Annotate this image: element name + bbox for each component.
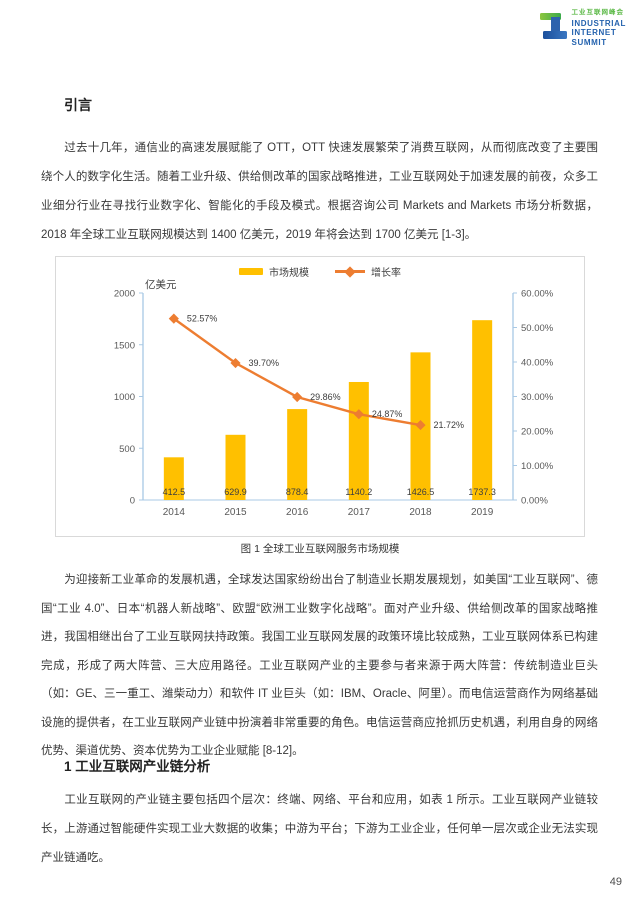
paragraph-policy-text: 为迎接新工业革命的发展机遇，全球发达国家纷纷出台了制造业长期发展规划，如美国“工… [41, 574, 598, 757]
line-series-swatch-icon [335, 265, 365, 278]
right-axis-tick-label: 0.00% [521, 496, 548, 507]
growth-rate-data-label: 21.72% [434, 420, 465, 430]
x-axis-category-label: 2014 [163, 507, 186, 518]
bar-2017 [348, 381, 369, 500]
right-axis-tick-label: 20.00% [521, 427, 554, 438]
x-axis-category-label: 2015 [224, 507, 247, 518]
logo-chinese-name: 工业互联网峰会 [571, 9, 625, 16]
growth-rate-data-label: 39.70% [249, 358, 280, 368]
market-chart-svg: 0 500 1000 1500 2000 0.00% 10.00% 20.00% 30.00% 4… [114, 278, 554, 518]
right-axis-tick-label: 10.00% [521, 461, 554, 472]
legend-label-market-size: 市场规模 [269, 268, 309, 279]
market-size-chart: 市场规模 增长率 0 500 1000 1500 2000 0.00% 10.00% 20.0… [55, 256, 585, 537]
bar-value-label: 1426.5 [407, 487, 435, 497]
left-axis-tick-label: 1500 [114, 340, 135, 351]
growth-rate-data-label: 29.86% [310, 392, 341, 402]
x-axis-category-label: 2017 [348, 507, 371, 518]
line-marker-diamond-icon [168, 313, 179, 324]
right-axis-tick-label: 50.00% [521, 323, 554, 334]
x-axis-category-label: 2018 [409, 507, 432, 518]
bar-value-label: 878.4 [286, 487, 309, 497]
logo-en-line1: INDUSTRIAL [571, 18, 626, 28]
section-1-heading: 1 工业互联网产业链分析 [64, 759, 211, 774]
bar-value-label: 1737.3 [468, 487, 496, 497]
right-axis-tick-label: 30.00% [521, 392, 554, 403]
bar-value-label: 1140.2 [345, 487, 372, 497]
bar-value-label: 412.5 [163, 487, 186, 497]
growth-rate-data-label: 24.87% [372, 409, 403, 419]
x-axis-category-label: 2019 [471, 507, 494, 518]
left-axis-tick-label: 0 [130, 496, 135, 507]
bar-series-swatch-icon [239, 268, 263, 275]
growth-rate-data-label: 52.57% [187, 314, 218, 324]
right-axis-tick-label: 40.00% [521, 358, 554, 369]
x-axis-category-label: 2016 [286, 507, 309, 518]
right-axis-tick-label: 60.00% [521, 289, 554, 300]
chart-legend: 市场规模 增长率 [56, 264, 584, 279]
left-axis-tick-label: 1000 [114, 392, 135, 403]
logo-en-line2: INTERNET [571, 28, 617, 37]
bar-2016 [287, 409, 308, 500]
line-marker-diamond-icon [292, 391, 303, 403]
summit-logo-icon [539, 13, 567, 39]
figure-caption: 图 1 全球工业互联网服务市场规模 [240, 543, 400, 555]
paragraph-policy: 为迎接新工业革命的发展机遇，全球发达国家纷纷出台了制造业长期发展规划，如美国“工… [41, 566, 598, 766]
paragraph-industry-chain-text: 工业互联网的产业链主要包括四个层次：终端、网络、平台和应用，如表 1 所示。工业… [41, 794, 598, 864]
legend-item-growth-rate: 增长率 [335, 264, 401, 279]
bar-2014 [163, 457, 184, 500]
legend-item-market-size: 市场规模 [239, 264, 309, 279]
intro-heading: 引言 [64, 97, 92, 113]
bar-2015 [225, 434, 246, 500]
page-number: 49 [609, 876, 622, 888]
logo-en-line3: SUMMIT [571, 37, 607, 47]
legend-label-growth-rate: 增长率 [371, 268, 401, 279]
left-axis-tick-label: 2000 [114, 289, 135, 300]
paragraph-intro: 过去十几年，通信业的高速发展赋能了 OTT，OTT 快速发展繁荣了消费互联网，从… [41, 134, 598, 250]
paragraph-industry-chain: 工业互联网的产业链主要包括四个层次：终端、网络、平台和应用，如表 1 所示。工业… [41, 786, 598, 873]
bar-value-label: 629.9 [224, 487, 247, 497]
paragraph-intro-text: 过去十几年，通信业的高速发展赋能了 OTT，OTT 快速发展繁荣了消费互联网，从… [41, 142, 598, 241]
summit-logo: 工业互联网峰会 INDUSTRIAL INTERNET SUMMIT [539, 9, 626, 47]
left-axis-unit-label: 亿美元 [145, 278, 177, 291]
summit-logo-text: 工业互联网峰会 INDUSTRIAL INTERNET SUMMIT [571, 9, 626, 47]
bar-2019 [472, 320, 493, 500]
left-axis-tick-label: 500 [119, 444, 135, 455]
